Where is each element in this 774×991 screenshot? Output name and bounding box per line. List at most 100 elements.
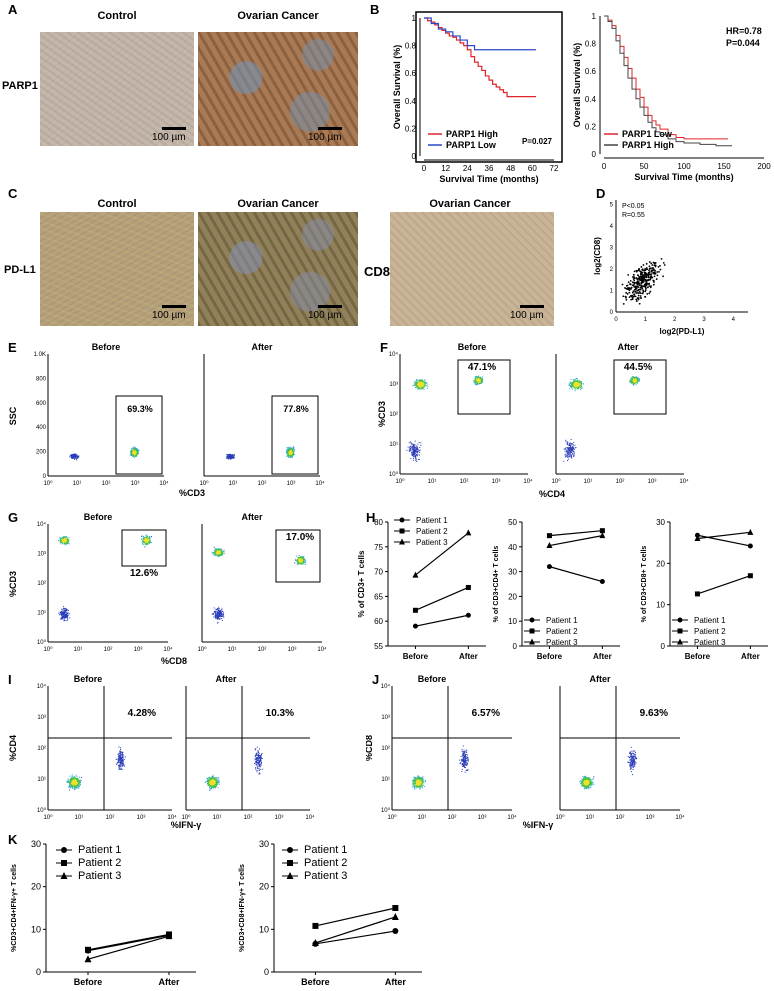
scatter-point [662, 262, 665, 264]
event-dot [75, 456, 77, 458]
y-tick-label: 55 [374, 642, 383, 651]
event-dot [419, 387, 421, 389]
km-series-line [424, 17, 536, 98]
event-dot [137, 451, 139, 453]
event-dot [69, 775, 71, 777]
event-dot [142, 544, 144, 546]
event-dot [420, 442, 422, 444]
event-dot [77, 455, 79, 457]
event-dot [146, 542, 148, 544]
event-dot [62, 615, 64, 617]
scatter-point [638, 277, 641, 280]
event-dot [230, 456, 232, 458]
event-dot [136, 451, 138, 453]
event-dot [574, 382, 576, 384]
event-dot [214, 611, 216, 613]
gate-box [457, 359, 511, 415]
event-dot [299, 557, 301, 559]
event-dot [119, 765, 121, 767]
panel-c-control-title: Control [97, 198, 137, 210]
event-dot [415, 459, 417, 461]
scatter-point [625, 298, 628, 301]
legend-label: Patient 1 [416, 516, 448, 525]
y-tick-label: 10 [656, 601, 665, 610]
event-dot [116, 764, 118, 766]
x-tick-label: 0 [614, 317, 618, 323]
event-dot [219, 610, 221, 612]
event-dot [143, 540, 145, 542]
event-dot [480, 382, 482, 384]
event-dot [135, 449, 137, 451]
event-dot [67, 614, 69, 616]
event-dot [66, 538, 68, 540]
event-dot [567, 453, 569, 455]
event-dot [73, 788, 75, 790]
event-dot [410, 442, 412, 444]
event-dot [413, 444, 415, 446]
event-dot [144, 539, 146, 541]
event-dot [478, 378, 480, 380]
scatter-point [647, 279, 650, 282]
event-dot [215, 611, 217, 613]
event-dot [416, 386, 418, 388]
event-dot [417, 458, 419, 460]
scatter-point [648, 285, 651, 287]
after-title: After [251, 342, 272, 352]
event-dot [78, 784, 80, 786]
event-dot [407, 446, 409, 448]
event-dot [578, 386, 580, 388]
event-dot [118, 766, 120, 768]
event-dot [422, 386, 424, 388]
event-dot [632, 378, 634, 380]
event-dot [580, 386, 582, 388]
event-dot [421, 386, 423, 388]
event-dot [219, 608, 221, 610]
y-axis-label: Overall Survival (%) [392, 45, 402, 130]
event-dot [294, 559, 296, 561]
scatter-point [639, 284, 642, 286]
event-dot [233, 454, 235, 456]
event-dot [209, 778, 211, 780]
event-dot [570, 384, 572, 386]
event-dot [74, 457, 76, 459]
x-tick-label: 10⁰ [197, 646, 207, 653]
marker-square [465, 584, 471, 590]
event-dot [425, 381, 427, 383]
y-tick-label: 0.2 [405, 124, 417, 133]
event-dot [119, 768, 121, 770]
event-dot [567, 451, 569, 453]
x-tick-label: Before [403, 652, 429, 661]
scatter-point [627, 281, 630, 284]
event-dot [414, 444, 416, 446]
event-dot [415, 449, 417, 451]
event-dot [574, 388, 576, 390]
event-dot [478, 380, 480, 382]
event-dot [296, 559, 298, 561]
event-dot [418, 441, 420, 443]
event-dot [286, 455, 288, 457]
x-tick-label: 10¹ [75, 815, 84, 821]
event-dot [79, 781, 81, 783]
event-dot [299, 558, 301, 560]
marker-triangle [677, 638, 683, 645]
event-dot [120, 750, 122, 752]
event-dot [145, 535, 147, 537]
event-dot [415, 457, 417, 459]
event-dot [631, 377, 633, 379]
event-dot [289, 453, 291, 455]
scatter-point [655, 278, 658, 280]
legend-label: PARP1 Low [622, 129, 673, 139]
event-dot [287, 448, 289, 450]
event-dot [631, 381, 633, 383]
scatter-point [642, 280, 645, 282]
event-dot [122, 761, 124, 763]
event-dot [417, 383, 419, 385]
event-dot [74, 775, 76, 777]
marker-square [677, 628, 683, 634]
event-dot [301, 563, 303, 565]
event-dot [410, 449, 412, 451]
event-dot [634, 379, 636, 381]
scatter-point [640, 266, 643, 268]
event-dot [68, 543, 70, 545]
event-dot [218, 615, 220, 617]
